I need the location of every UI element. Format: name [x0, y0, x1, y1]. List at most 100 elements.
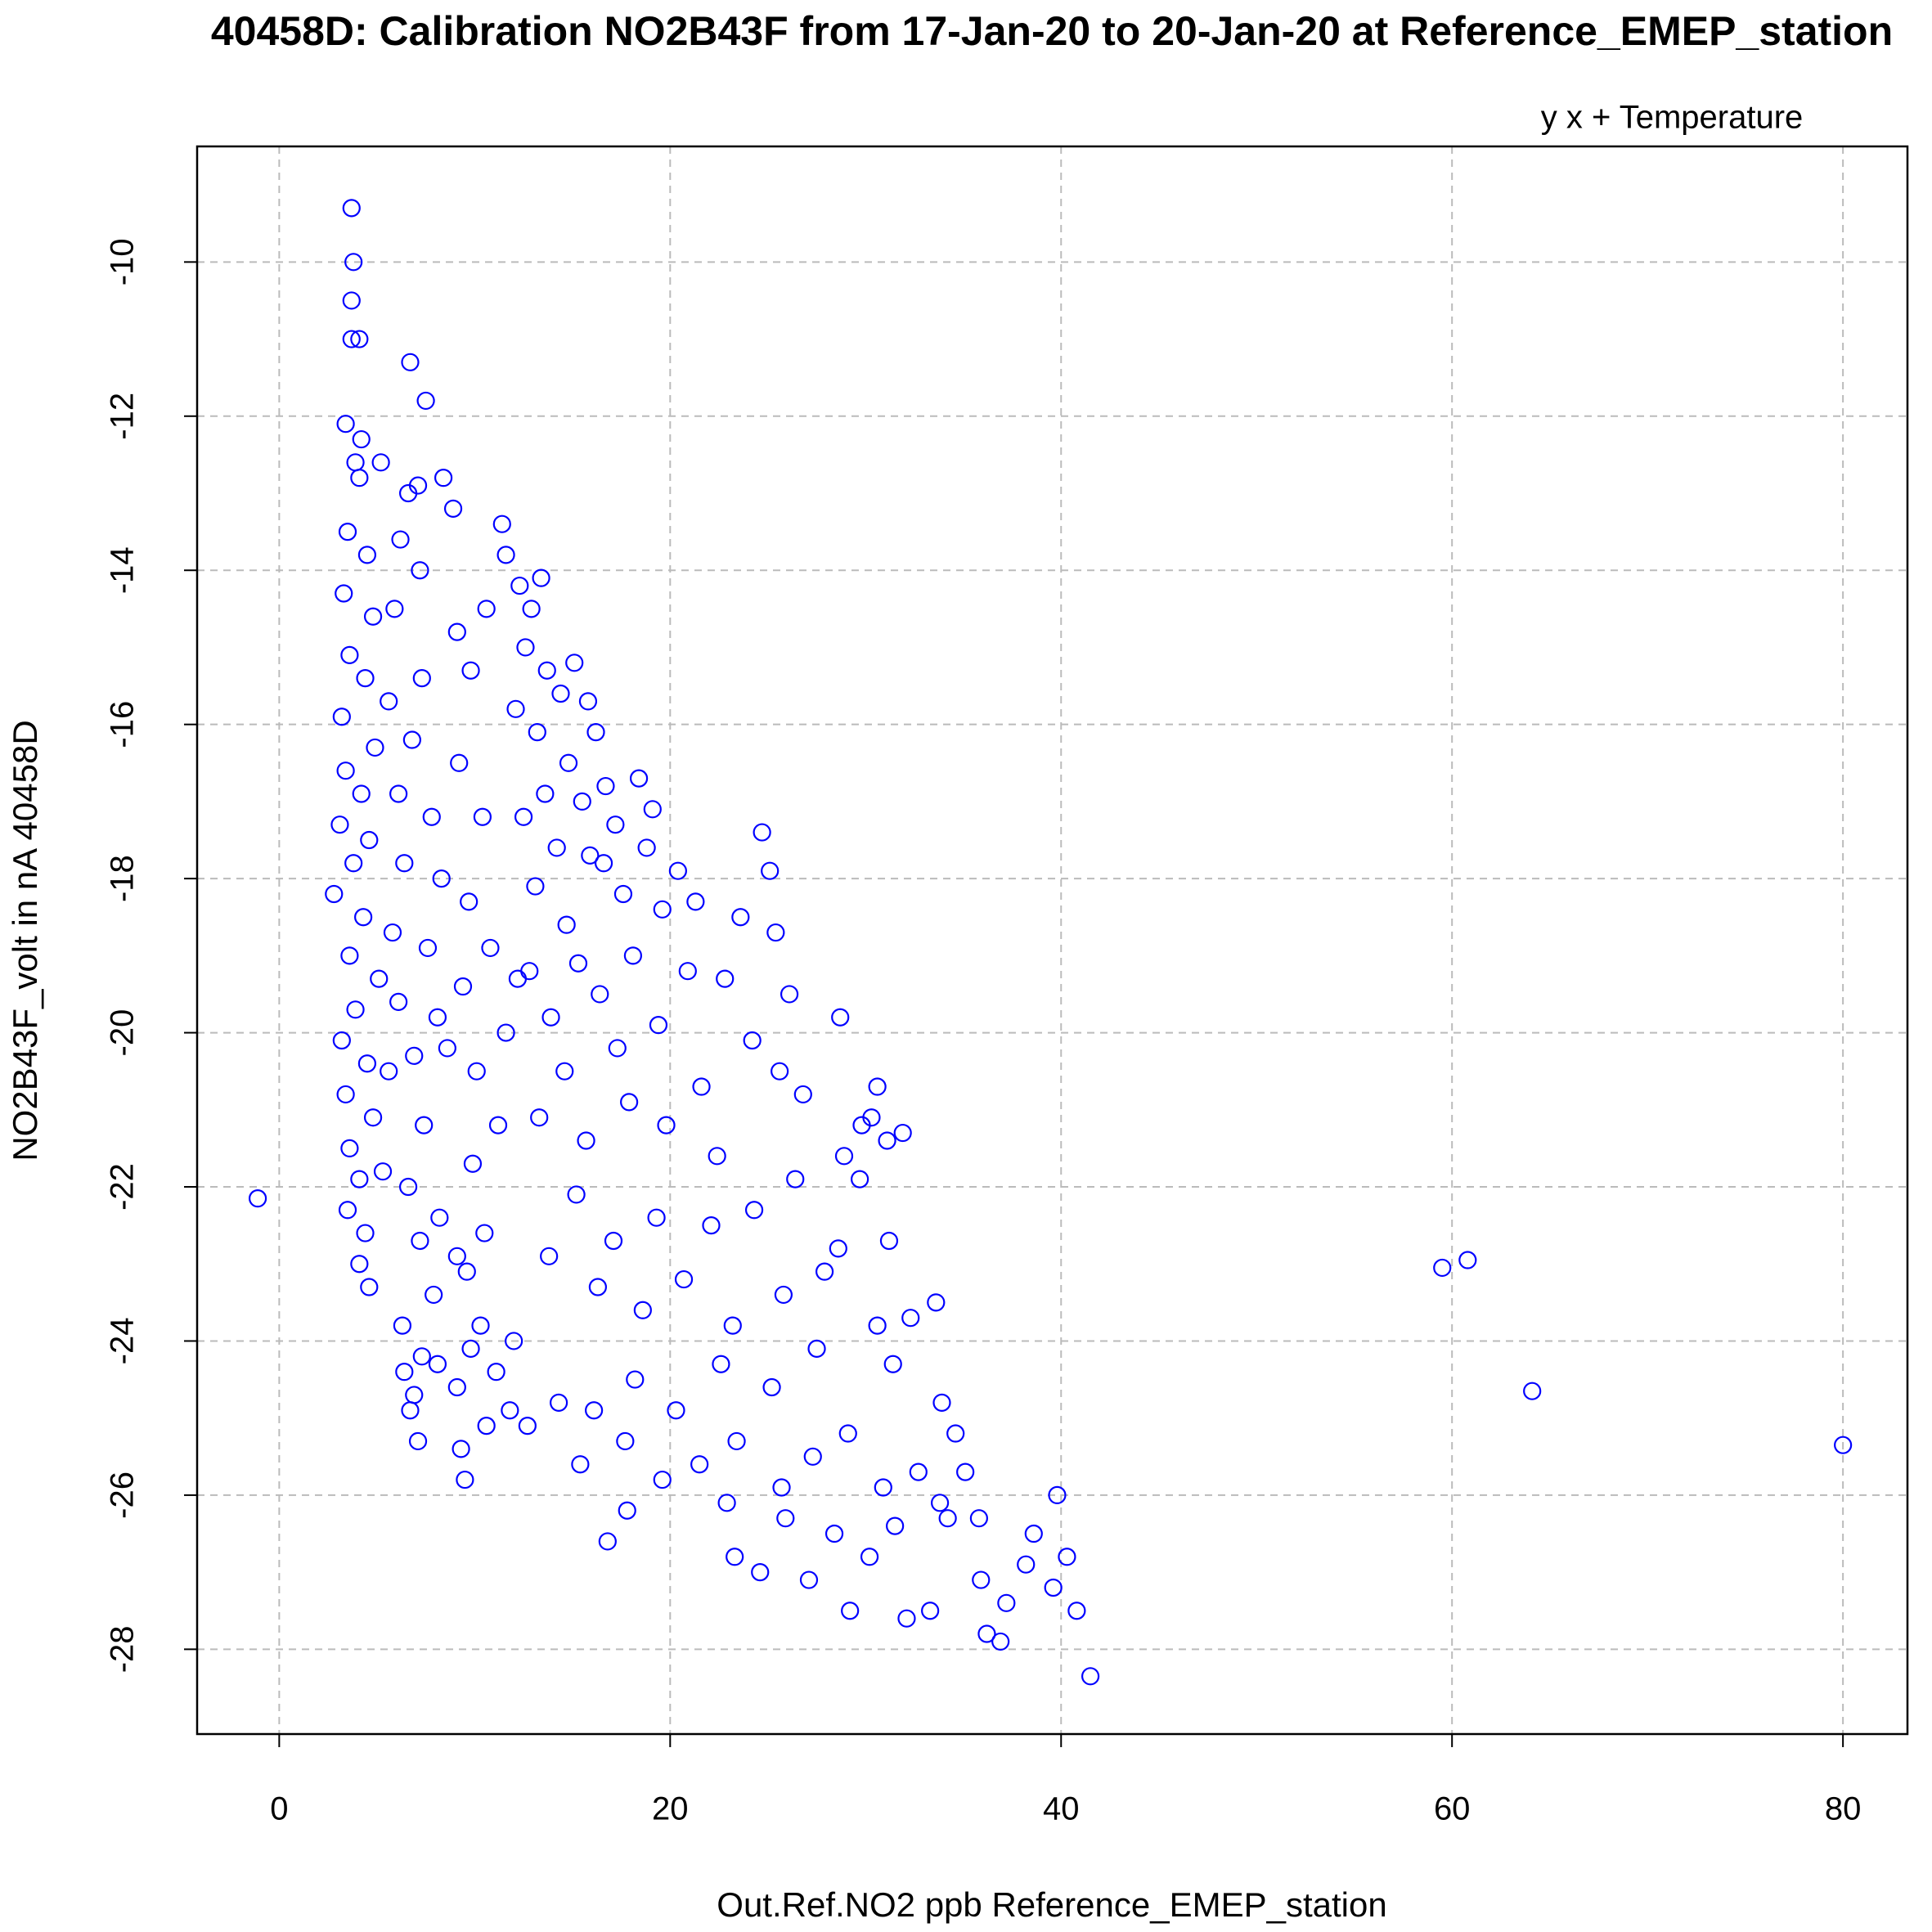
point — [350, 330, 369, 348]
point — [1044, 1578, 1063, 1597]
point — [567, 1185, 586, 1204]
point — [447, 1377, 466, 1397]
y-tick-label: -10 — [105, 238, 141, 285]
point — [510, 576, 529, 595]
point — [447, 622, 466, 641]
point — [338, 1201, 357, 1220]
point — [829, 1239, 847, 1258]
point — [1048, 1485, 1067, 1505]
point — [540, 1247, 559, 1265]
point — [501, 1401, 519, 1420]
point — [793, 1085, 812, 1104]
point — [586, 722, 605, 742]
point — [1433, 1258, 1452, 1278]
point — [573, 792, 591, 811]
point — [927, 1293, 946, 1312]
point — [342, 291, 361, 310]
y-axis-title: NO2B43F_volt in nA 40458D — [6, 720, 44, 1161]
point — [559, 753, 578, 772]
y-tick-label: -16 — [105, 701, 141, 748]
point — [838, 1424, 857, 1443]
y-tick-label: -28 — [105, 1625, 141, 1673]
point — [522, 600, 541, 618]
point — [852, 1116, 871, 1134]
point — [338, 523, 357, 541]
point — [879, 1231, 899, 1251]
point — [528, 722, 546, 742]
point — [831, 1008, 850, 1027]
point — [505, 1332, 523, 1350]
y-tick-label: -26 — [105, 1471, 141, 1519]
point — [248, 1189, 267, 1208]
annotation: y x + Temperature — [1541, 100, 1804, 136]
point — [477, 1417, 496, 1436]
point — [608, 1039, 627, 1058]
y-tick-label: -20 — [105, 1009, 141, 1057]
point — [555, 1062, 574, 1081]
point — [408, 1431, 428, 1451]
y-tick-label: -22 — [105, 1163, 141, 1211]
point — [568, 954, 588, 973]
point — [744, 1201, 764, 1220]
point — [581, 846, 600, 865]
point — [332, 708, 351, 726]
point — [373, 1162, 393, 1181]
point — [336, 415, 355, 434]
point — [532, 568, 550, 587]
point — [585, 1401, 604, 1420]
point — [604, 1231, 623, 1251]
point — [393, 1316, 412, 1335]
point — [395, 854, 414, 873]
point — [571, 1455, 590, 1474]
point — [598, 1532, 617, 1551]
point — [824, 1524, 844, 1543]
point — [653, 900, 672, 919]
point — [991, 1632, 1010, 1651]
point — [518, 1417, 537, 1436]
point — [883, 1355, 902, 1373]
point — [708, 1147, 726, 1166]
y-tick-label: -14 — [105, 546, 141, 594]
point — [346, 1000, 365, 1019]
point — [702, 1216, 721, 1235]
point — [751, 1563, 770, 1582]
point — [371, 453, 390, 472]
point — [591, 985, 609, 1004]
point — [667, 1401, 685, 1420]
point — [753, 823, 771, 842]
point — [350, 469, 369, 487]
point — [383, 923, 402, 942]
point — [389, 784, 408, 803]
point — [425, 1285, 443, 1305]
point — [606, 815, 625, 834]
point — [618, 1501, 636, 1520]
point — [969, 1509, 988, 1528]
point — [405, 1046, 424, 1065]
point — [786, 1170, 805, 1188]
points — [248, 199, 1853, 1686]
point — [874, 1478, 892, 1497]
point — [1017, 1555, 1036, 1574]
point — [330, 815, 349, 834]
point — [551, 684, 570, 703]
y-tick-label: -24 — [105, 1318, 141, 1365]
point — [626, 1370, 645, 1389]
point — [717, 1494, 736, 1512]
chart-title: 40458D: Calibration NO2B43F from 17-Jan-… — [211, 8, 1893, 54]
point — [557, 915, 576, 934]
point — [471, 1316, 490, 1335]
point — [886, 1516, 905, 1535]
point — [807, 1339, 826, 1358]
point — [776, 1509, 795, 1528]
point — [520, 962, 539, 981]
point — [481, 938, 500, 958]
point — [909, 1462, 928, 1481]
point — [565, 654, 584, 672]
point — [761, 861, 780, 880]
point — [536, 784, 555, 803]
point — [411, 561, 429, 580]
point — [657, 1116, 676, 1134]
point — [354, 908, 373, 927]
point — [325, 884, 344, 904]
point — [547, 838, 566, 857]
